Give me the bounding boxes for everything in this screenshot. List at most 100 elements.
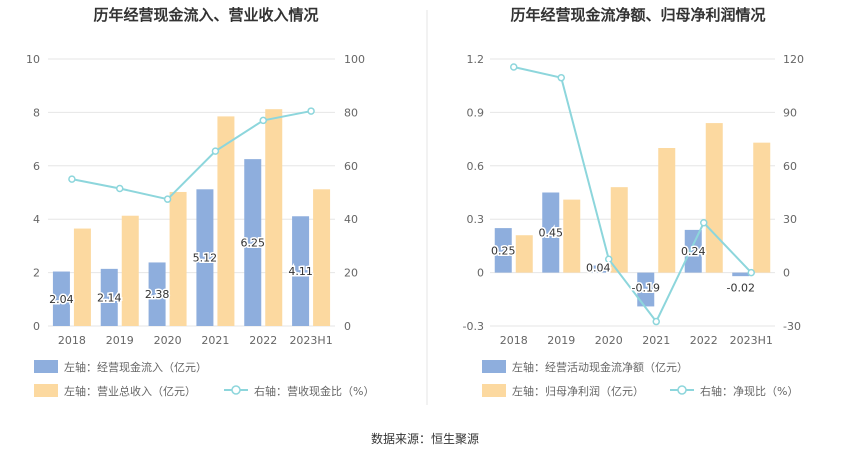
data-label: 2.04 <box>49 293 74 306</box>
legend-label: 左轴：经营活动现金流净额（亿元） <box>512 360 688 374</box>
bar-cash-inflow <box>292 216 310 326</box>
line-point <box>307 107 315 115</box>
left-axis-tick: 8 <box>33 106 40 119</box>
data-label: 6.25 <box>241 237 266 250</box>
x-axis-tick: 2018 <box>58 334 86 347</box>
legend-swatch <box>482 360 506 373</box>
right-axis-tick: 40 <box>344 213 358 226</box>
x-axis-tick: 2023H1 <box>289 334 332 347</box>
bar-net-profit <box>563 199 581 273</box>
line-net-cash-ratio <box>513 66 752 324</box>
legend: 左轴：经营活动现金流净额（亿元） 左轴：归母净利润（亿元） 右轴：净现比（%） <box>482 360 798 398</box>
data-label: 2.14 <box>97 291 122 304</box>
line-point <box>557 73 565 82</box>
right-axis-tick: 80 <box>344 106 358 119</box>
bar-revenue <box>265 109 283 326</box>
data-label: 2.38 <box>145 288 170 301</box>
data-label: -0.02 <box>727 282 755 295</box>
left-axis-tick: 10 <box>26 53 40 66</box>
x-axis-tick: 2020 <box>595 334 623 347</box>
line-point <box>605 255 613 263</box>
right-axis-tick: 60 <box>344 160 358 173</box>
legend-swatch-marker <box>231 385 241 395</box>
legend-swatch <box>34 360 58 373</box>
left-axis-tick: 6 <box>33 160 40 173</box>
left-axis-tick: 0 <box>33 320 40 333</box>
data-label: 0.24 <box>681 245 706 258</box>
legend: 左轴：经营现金流入（亿元） 左轴：营业总收入（亿元） 右轴：营收现金比（%） <box>34 360 374 398</box>
x-axis-tick: 2022 <box>249 334 277 347</box>
data-label: 5.12 <box>193 252 218 265</box>
data-label: 0.04 <box>586 262 611 275</box>
right-axis-tick: 20 <box>344 267 358 280</box>
bar-cash-inflow <box>52 271 70 326</box>
bar-net-profit <box>705 123 723 273</box>
right-axis-tick: 120 <box>783 53 804 66</box>
data-label: 4.11 <box>288 265 313 278</box>
line-point <box>116 184 124 193</box>
bar-revenue <box>217 116 235 326</box>
line-point <box>652 317 660 326</box>
x-axis-tick: 2019 <box>106 334 134 347</box>
right-axis-tick: 60 <box>783 160 797 173</box>
left-axis-tick: 0.6 <box>467 160 485 173</box>
legend-swatch <box>34 384 58 397</box>
bar-cash-inflow <box>100 268 118 326</box>
x-axis-tick: 2023H1 <box>730 334 773 347</box>
bar-net-cashflow <box>684 229 702 273</box>
bar-revenue <box>313 189 331 326</box>
line-revenue-cash-ratio <box>71 110 312 201</box>
left-axis-tick: 0 <box>477 267 484 280</box>
bar-net-profit <box>753 142 771 273</box>
line-point <box>163 195 172 203</box>
x-axis-tick: 2022 <box>690 334 718 347</box>
bar-revenue <box>169 191 187 326</box>
bar-net-profit <box>515 235 533 273</box>
bar-net-profit <box>610 187 628 273</box>
line-point <box>211 147 220 155</box>
chart-title: 历年经营现金流净额、归母净利润情况 <box>510 6 765 24</box>
left-axis-tick: 2 <box>33 267 40 280</box>
right-axis-tick: 0 <box>783 267 790 280</box>
bar-cash-inflow <box>148 262 166 326</box>
bar-cash-inflow <box>244 159 262 326</box>
line-point <box>700 219 708 227</box>
line-point <box>259 116 267 125</box>
x-axis-tick: 2021 <box>201 334 229 347</box>
data-label: 0.45 <box>539 227 564 240</box>
data-label: -0.19 <box>632 282 660 295</box>
right-axis-tick: 0 <box>344 320 351 333</box>
bar-net-cashflow <box>732 272 750 277</box>
left-axis-tick: -0.3 <box>463 320 484 333</box>
bar-net-cashflow <box>589 265 607 273</box>
legend-label: 右轴：净现比（%） <box>700 384 798 398</box>
legend-label: 右轴：营收现金比（%） <box>254 384 374 398</box>
data-source-note: 数据来源：恒生聚源 <box>371 431 479 446</box>
left-axis-tick: 0.9 <box>467 106 485 119</box>
bar-net-profit <box>658 148 676 273</box>
left-axis-tick: 0.3 <box>467 213 485 226</box>
legend-swatch-marker <box>677 385 687 395</box>
right-axis-tick: 30 <box>783 213 797 226</box>
line-point <box>747 268 755 277</box>
x-axis-tick: 2020 <box>154 334 182 347</box>
x-axis-tick: 2018 <box>500 334 528 347</box>
legend-label: 左轴：营业总收入（亿元） <box>64 384 196 398</box>
right-axis-tick: 100 <box>344 53 365 66</box>
left-axis-tick: 1.2 <box>467 53 485 66</box>
legend-label: 左轴：经营现金流入（亿元） <box>64 360 207 374</box>
x-axis-tick: 2019 <box>547 334 575 347</box>
right-axis-tick: 90 <box>783 106 797 119</box>
left-axis-tick: 4 <box>33 213 40 226</box>
bar-net-cashflow <box>542 192 560 273</box>
data-label: 0.25 <box>491 244 516 257</box>
bar-net-cashflow <box>494 228 512 273</box>
line-point <box>510 63 518 71</box>
bar-revenue <box>73 228 91 326</box>
right-axis-tick: -30 <box>783 320 801 333</box>
bar-net-cashflow <box>637 272 655 307</box>
x-axis-tick: 2021 <box>642 334 670 347</box>
legend-swatch <box>482 384 506 397</box>
bar-revenue <box>121 215 139 326</box>
